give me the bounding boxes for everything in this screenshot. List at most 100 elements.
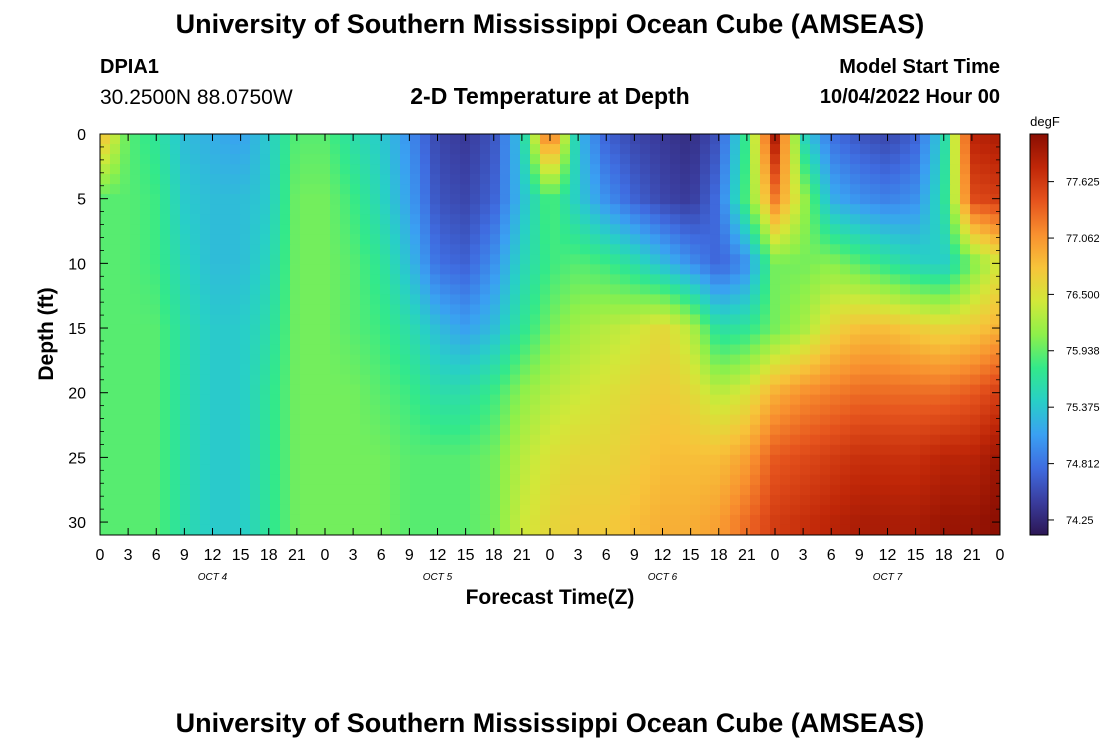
heatmap-cell xyxy=(630,154,641,165)
heatmap-cell xyxy=(990,154,1000,165)
heatmap-cell xyxy=(680,144,691,155)
heatmap-cell xyxy=(580,384,591,396)
heatmap-cell xyxy=(130,424,141,436)
heatmap-cell xyxy=(370,284,381,295)
heatmap-cell xyxy=(260,164,271,175)
heatmap-cell xyxy=(400,434,411,446)
heatmap-cell xyxy=(930,414,941,426)
heatmap-cell xyxy=(590,284,601,295)
heatmap-cell xyxy=(850,224,861,235)
heatmap-cell xyxy=(410,364,421,376)
heatmap-cell xyxy=(550,354,561,366)
heatmap-cell xyxy=(400,224,411,235)
heatmap-cell xyxy=(820,354,831,366)
heatmap-cell xyxy=(180,504,191,516)
heatmap-cell xyxy=(450,214,461,225)
heatmap-cell xyxy=(530,144,541,155)
heatmap-cell xyxy=(380,464,391,476)
heatmap-cell xyxy=(570,394,581,406)
heatmap-cell xyxy=(890,474,901,486)
heatmap-cell xyxy=(630,344,641,356)
heatmap-cell xyxy=(130,364,141,376)
heatmap-cell xyxy=(560,464,571,476)
heatmap-cell xyxy=(460,374,471,386)
heatmap-cell xyxy=(820,184,831,195)
heatmap-cell xyxy=(330,504,341,516)
heatmap-cell xyxy=(320,244,331,255)
heatmap-cell xyxy=(910,214,921,225)
heatmap-cell xyxy=(560,224,571,235)
heatmap-cell xyxy=(490,524,501,535)
heatmap-cell xyxy=(780,154,791,165)
heatmap-cell xyxy=(540,434,551,446)
heatmap-cell xyxy=(310,174,321,185)
heatmap-cell xyxy=(480,234,491,245)
heatmap-cell xyxy=(550,174,561,185)
heatmap-cell xyxy=(200,304,211,316)
heatmap-cell xyxy=(380,234,391,245)
heatmap-cell xyxy=(920,204,931,215)
heatmap-cell xyxy=(110,504,121,516)
heatmap-cell xyxy=(180,214,191,225)
heatmap-cell xyxy=(960,364,971,376)
heatmap-cell xyxy=(660,254,671,265)
heatmap-cell xyxy=(790,454,801,466)
heatmap-cell xyxy=(990,374,1000,386)
heatmap-cell xyxy=(730,494,741,506)
heatmap-cell xyxy=(140,424,151,436)
heatmap-cell xyxy=(470,164,481,175)
heatmap-cell xyxy=(350,354,361,366)
heatmap-cell xyxy=(730,274,741,285)
heatmap-cell xyxy=(420,174,431,185)
heatmap-cell xyxy=(710,504,721,516)
heatmap-cell xyxy=(780,424,791,436)
heatmap-cell xyxy=(810,414,821,426)
heatmap-cell xyxy=(230,384,241,396)
heatmap-cell xyxy=(560,284,571,295)
heatmap-cell xyxy=(960,494,971,506)
heatmap-cell xyxy=(430,204,441,215)
heatmap-cell xyxy=(800,524,811,535)
heatmap-cell xyxy=(630,214,641,225)
heatmap-cell xyxy=(850,504,861,516)
heatmap-cell xyxy=(150,154,161,165)
heatmap-cell xyxy=(560,514,571,526)
heatmap-cell xyxy=(510,294,521,306)
heatmap-cell xyxy=(490,484,501,496)
heatmap-cell xyxy=(530,164,541,175)
heatmap-cell xyxy=(100,494,111,506)
heatmap-cell xyxy=(600,264,611,275)
heatmap-cell xyxy=(750,164,761,175)
heatmap-cell xyxy=(600,174,611,185)
heatmap-cell xyxy=(150,204,161,215)
heatmap-cell xyxy=(570,274,581,285)
heatmap-cell xyxy=(180,334,191,346)
heatmap-cell xyxy=(660,334,671,346)
heatmap-cell xyxy=(940,214,951,225)
heatmap-cell xyxy=(900,524,911,535)
heatmap-cell xyxy=(390,314,401,326)
heatmap-cell xyxy=(560,494,571,506)
heatmap-cell xyxy=(580,134,591,145)
heatmap-cell xyxy=(970,524,981,535)
heatmap-cell xyxy=(340,504,351,516)
heatmap-cell xyxy=(760,454,771,466)
heatmap-cell xyxy=(750,324,761,336)
heatmap-cell xyxy=(160,164,171,175)
heatmap-cell xyxy=(480,444,491,456)
heatmap-cell xyxy=(690,274,701,285)
heatmap-cell xyxy=(730,344,741,356)
heatmap-cell xyxy=(280,294,291,306)
heatmap-cell xyxy=(360,504,371,516)
heatmap-cell xyxy=(350,374,361,386)
heatmap-cell xyxy=(310,484,321,496)
heatmap-cell xyxy=(170,334,181,346)
heatmap-cell xyxy=(760,304,771,316)
heatmap-cell xyxy=(570,514,581,526)
heatmap-cell xyxy=(970,404,981,416)
heatmap-cell xyxy=(170,504,181,516)
heatmap-cell xyxy=(780,434,791,446)
heatmap-cell xyxy=(910,204,921,215)
heatmap-cell xyxy=(860,434,871,446)
heatmap-cell xyxy=(470,384,481,396)
